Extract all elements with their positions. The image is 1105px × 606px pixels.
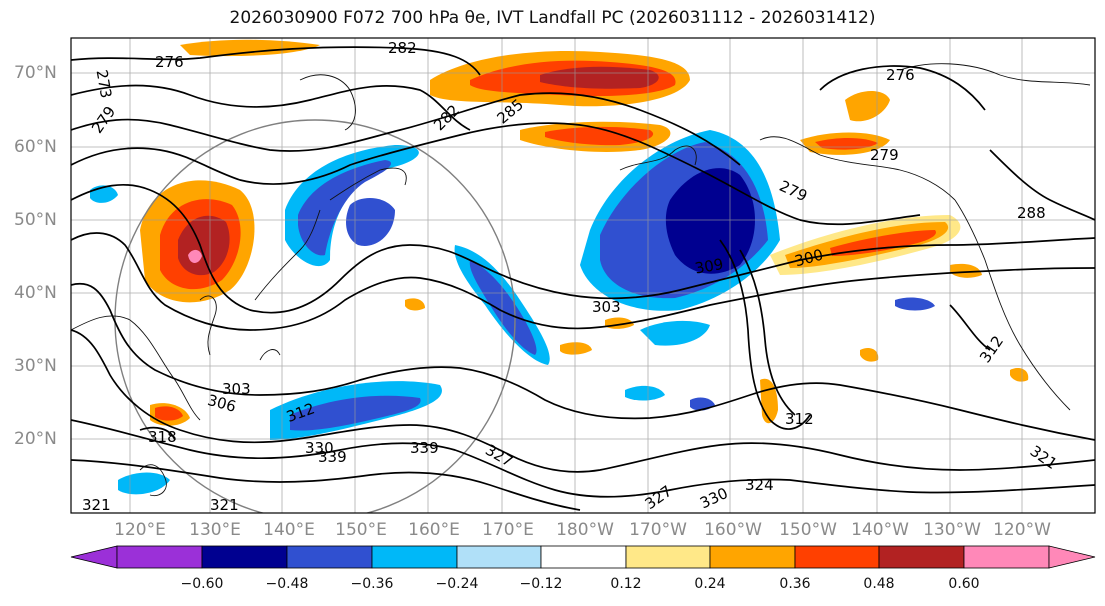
contour-label: 321 [1027,442,1061,473]
contour-label: 309 [693,255,724,278]
lon-label: 120°E [114,520,166,540]
colorbar-tick: 0.36 [779,576,811,592]
contour-label: 282 [388,39,417,57]
contour-label: 330 [305,439,334,457]
lat-label: 50°N [14,210,57,230]
lat-label: 70°N [14,63,57,83]
map-title: 2026030900 F072 700 hPa θe, IVT Landfall… [229,8,876,28]
theta-e-contours [71,46,1095,511]
colorbar-tick: 0.48 [863,576,895,592]
coastlines [71,63,1091,497]
lon-label: 150°W [779,520,837,540]
lon-label: 150°E [335,520,387,540]
colorbar-extend-low [70,545,118,569]
contour-label: 339 [410,439,439,457]
lon-label: 160°E [408,520,460,540]
contour-label: 330 [697,484,731,512]
colorbar-tick: 0.60 [948,576,980,592]
colorbar-tick: −0.24 [435,576,479,592]
lon-label: 140°W [851,520,909,540]
contour-label: 279 [88,103,119,137]
contour-label: 282 [430,101,463,134]
lon-label: 170°W [629,520,687,540]
colorbar-extend-high [1048,545,1096,569]
lon-label: 120°W [993,520,1051,540]
lat-label: 40°N [14,283,57,303]
shading-layer [90,39,1029,495]
contour-label: 318 [148,428,177,446]
contour-label: 312 [976,332,1007,366]
colorbar [70,545,1096,569]
lon-label: 180°W [556,520,614,540]
lat-label: 20°N [14,429,57,449]
contour-label-group: 276 282 273 279 282 285 276 279 279 288 … [82,39,1061,514]
contour-label: 279 [777,177,811,205]
contour-label: 321 [82,496,111,514]
lat-label: 60°N [14,137,57,157]
colorbar-tick: −0.12 [519,576,563,592]
contour-label: 303 [222,380,251,398]
colorbar-tick: −0.60 [180,576,224,592]
contour-label: 324 [745,476,774,494]
contour-label: 288 [1017,204,1046,222]
contour-label: 327 [642,482,676,513]
colorbar-tick: −0.36 [350,576,394,592]
colorbar-tick: 0.12 [610,576,642,592]
contour-label: 321 [210,496,239,514]
lat-label: 30°N [14,356,57,376]
contour-label: 273 [93,68,116,99]
lon-label: 130°E [189,520,241,540]
contour-label: 303 [592,298,621,316]
contour-label: 276 [155,53,184,71]
colorbar-tick: −0.48 [265,576,309,592]
lon-label: 140°E [263,520,315,540]
contour-label: 339 [318,448,347,466]
lon-label: 130°W [923,520,981,540]
contour-label: 312 [785,410,814,428]
lon-label: 160°W [704,520,762,540]
contour-label: 327 [482,441,516,471]
contour-label: 279 [870,146,899,164]
lon-label: 170°E [482,520,534,540]
map-plot-area: 276 282 273 279 282 285 276 279 279 288 … [71,38,1095,514]
contour-label: 276 [886,66,915,84]
colorbar-tick: 0.24 [694,576,726,592]
map-frame [70,37,1096,514]
